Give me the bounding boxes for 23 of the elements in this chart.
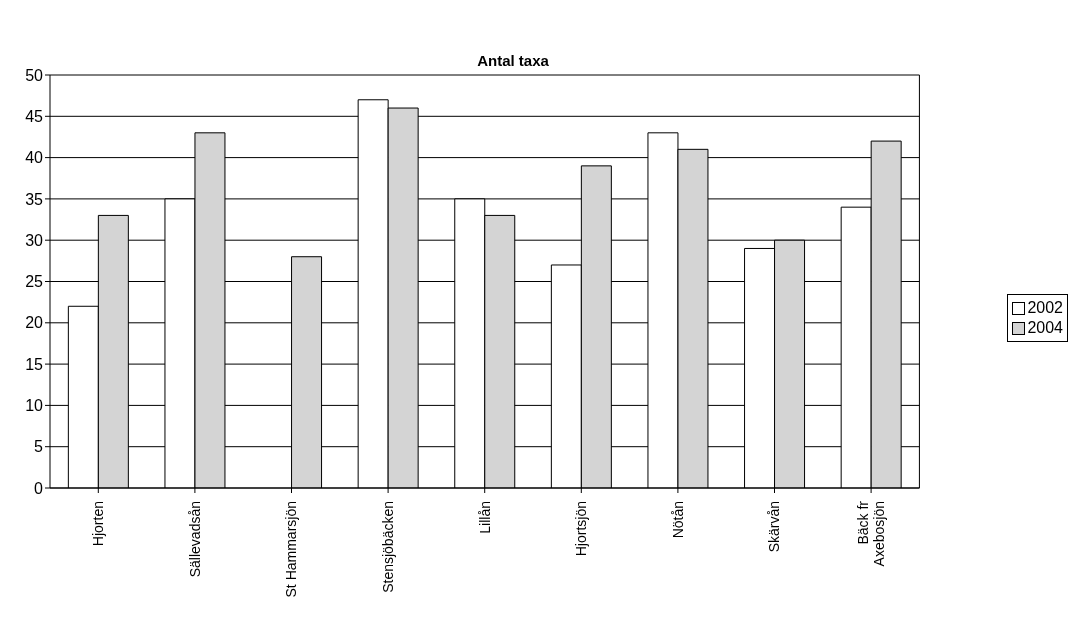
x-tick-label: Nötån [669,501,686,539]
x-tick-label: Hjorten [90,501,107,547]
y-tick-label: 15 [25,355,44,373]
y-tick-label: 35 [25,190,44,208]
y-tick-label: 5 [34,438,44,456]
y-tick-label: 25 [25,273,44,291]
x-tick-label: St Hammarsjön [283,501,300,598]
x-tick-label: Stensjöbäcken [380,501,396,593]
chart-title: Antal taxa [476,52,550,69]
x-tick-label: Lillån [476,501,493,534]
x-tick-label: Bäck fr Axebosjön [855,500,887,567]
y-tick-label: 10 [25,397,44,415]
y-tick-label: 45 [25,107,44,125]
y-tick-label: 40 [25,149,44,167]
y-tick-label: 0 [34,479,44,497]
x-tick-label: Hjortsjön [573,501,590,557]
y-tick-label: 20 [25,314,44,332]
legend-label: 2004 [1027,318,1063,338]
x-tick-label: Skärvån [766,501,783,553]
legend-label: 2002 [1027,298,1063,318]
y-tick-label: 50 [25,66,44,84]
x-tick-label: Sällevadsån [186,501,203,578]
y-tick-label: 30 [25,231,44,249]
